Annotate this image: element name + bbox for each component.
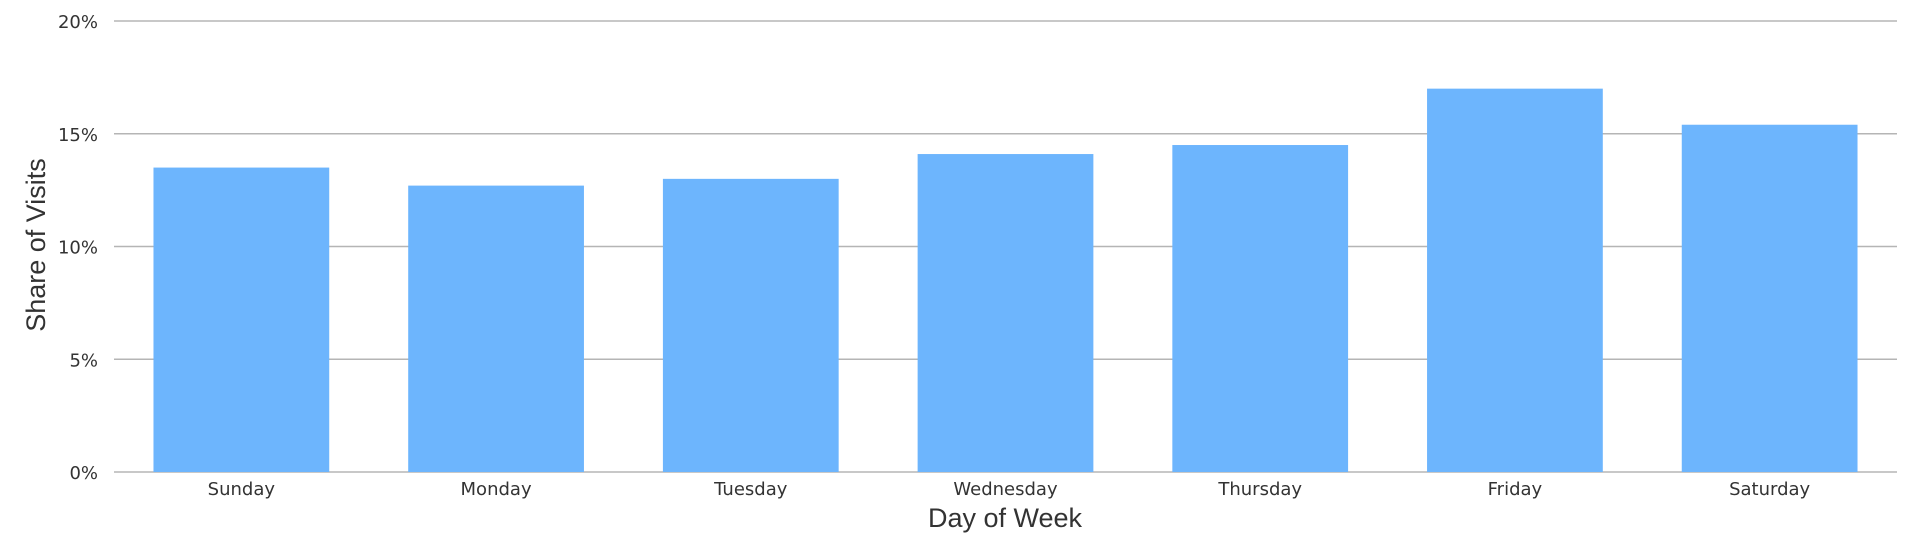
- y-axis-title: Share of Visits: [21, 158, 51, 332]
- bar: [153, 167, 330, 472]
- x-tick-label: Wednesday: [953, 479, 1058, 500]
- y-tick-label: 10%: [58, 238, 98, 259]
- x-tick-label: Monday: [461, 479, 532, 500]
- bar: [1172, 145, 1349, 472]
- bar: [662, 178, 839, 472]
- x-tick-label: Saturday: [1729, 479, 1810, 500]
- x-tick-label: Sunday: [208, 479, 276, 500]
- y-tick-label: 20%: [58, 12, 98, 33]
- x-axis-title: Day of Week: [928, 503, 1083, 533]
- x-tick-label: Friday: [1488, 479, 1543, 500]
- y-tick-label: 15%: [58, 125, 98, 146]
- bar: [917, 154, 1094, 473]
- x-tick-label: Tuesday: [713, 479, 788, 500]
- x-tick-label: Thursday: [1217, 479, 1302, 500]
- bar: [1427, 88, 1603, 473]
- y-tick-label: 5%: [69, 350, 98, 371]
- y-tick-label: 0%: [69, 463, 98, 484]
- bar: [1681, 124, 1858, 472]
- bar: [408, 185, 584, 473]
